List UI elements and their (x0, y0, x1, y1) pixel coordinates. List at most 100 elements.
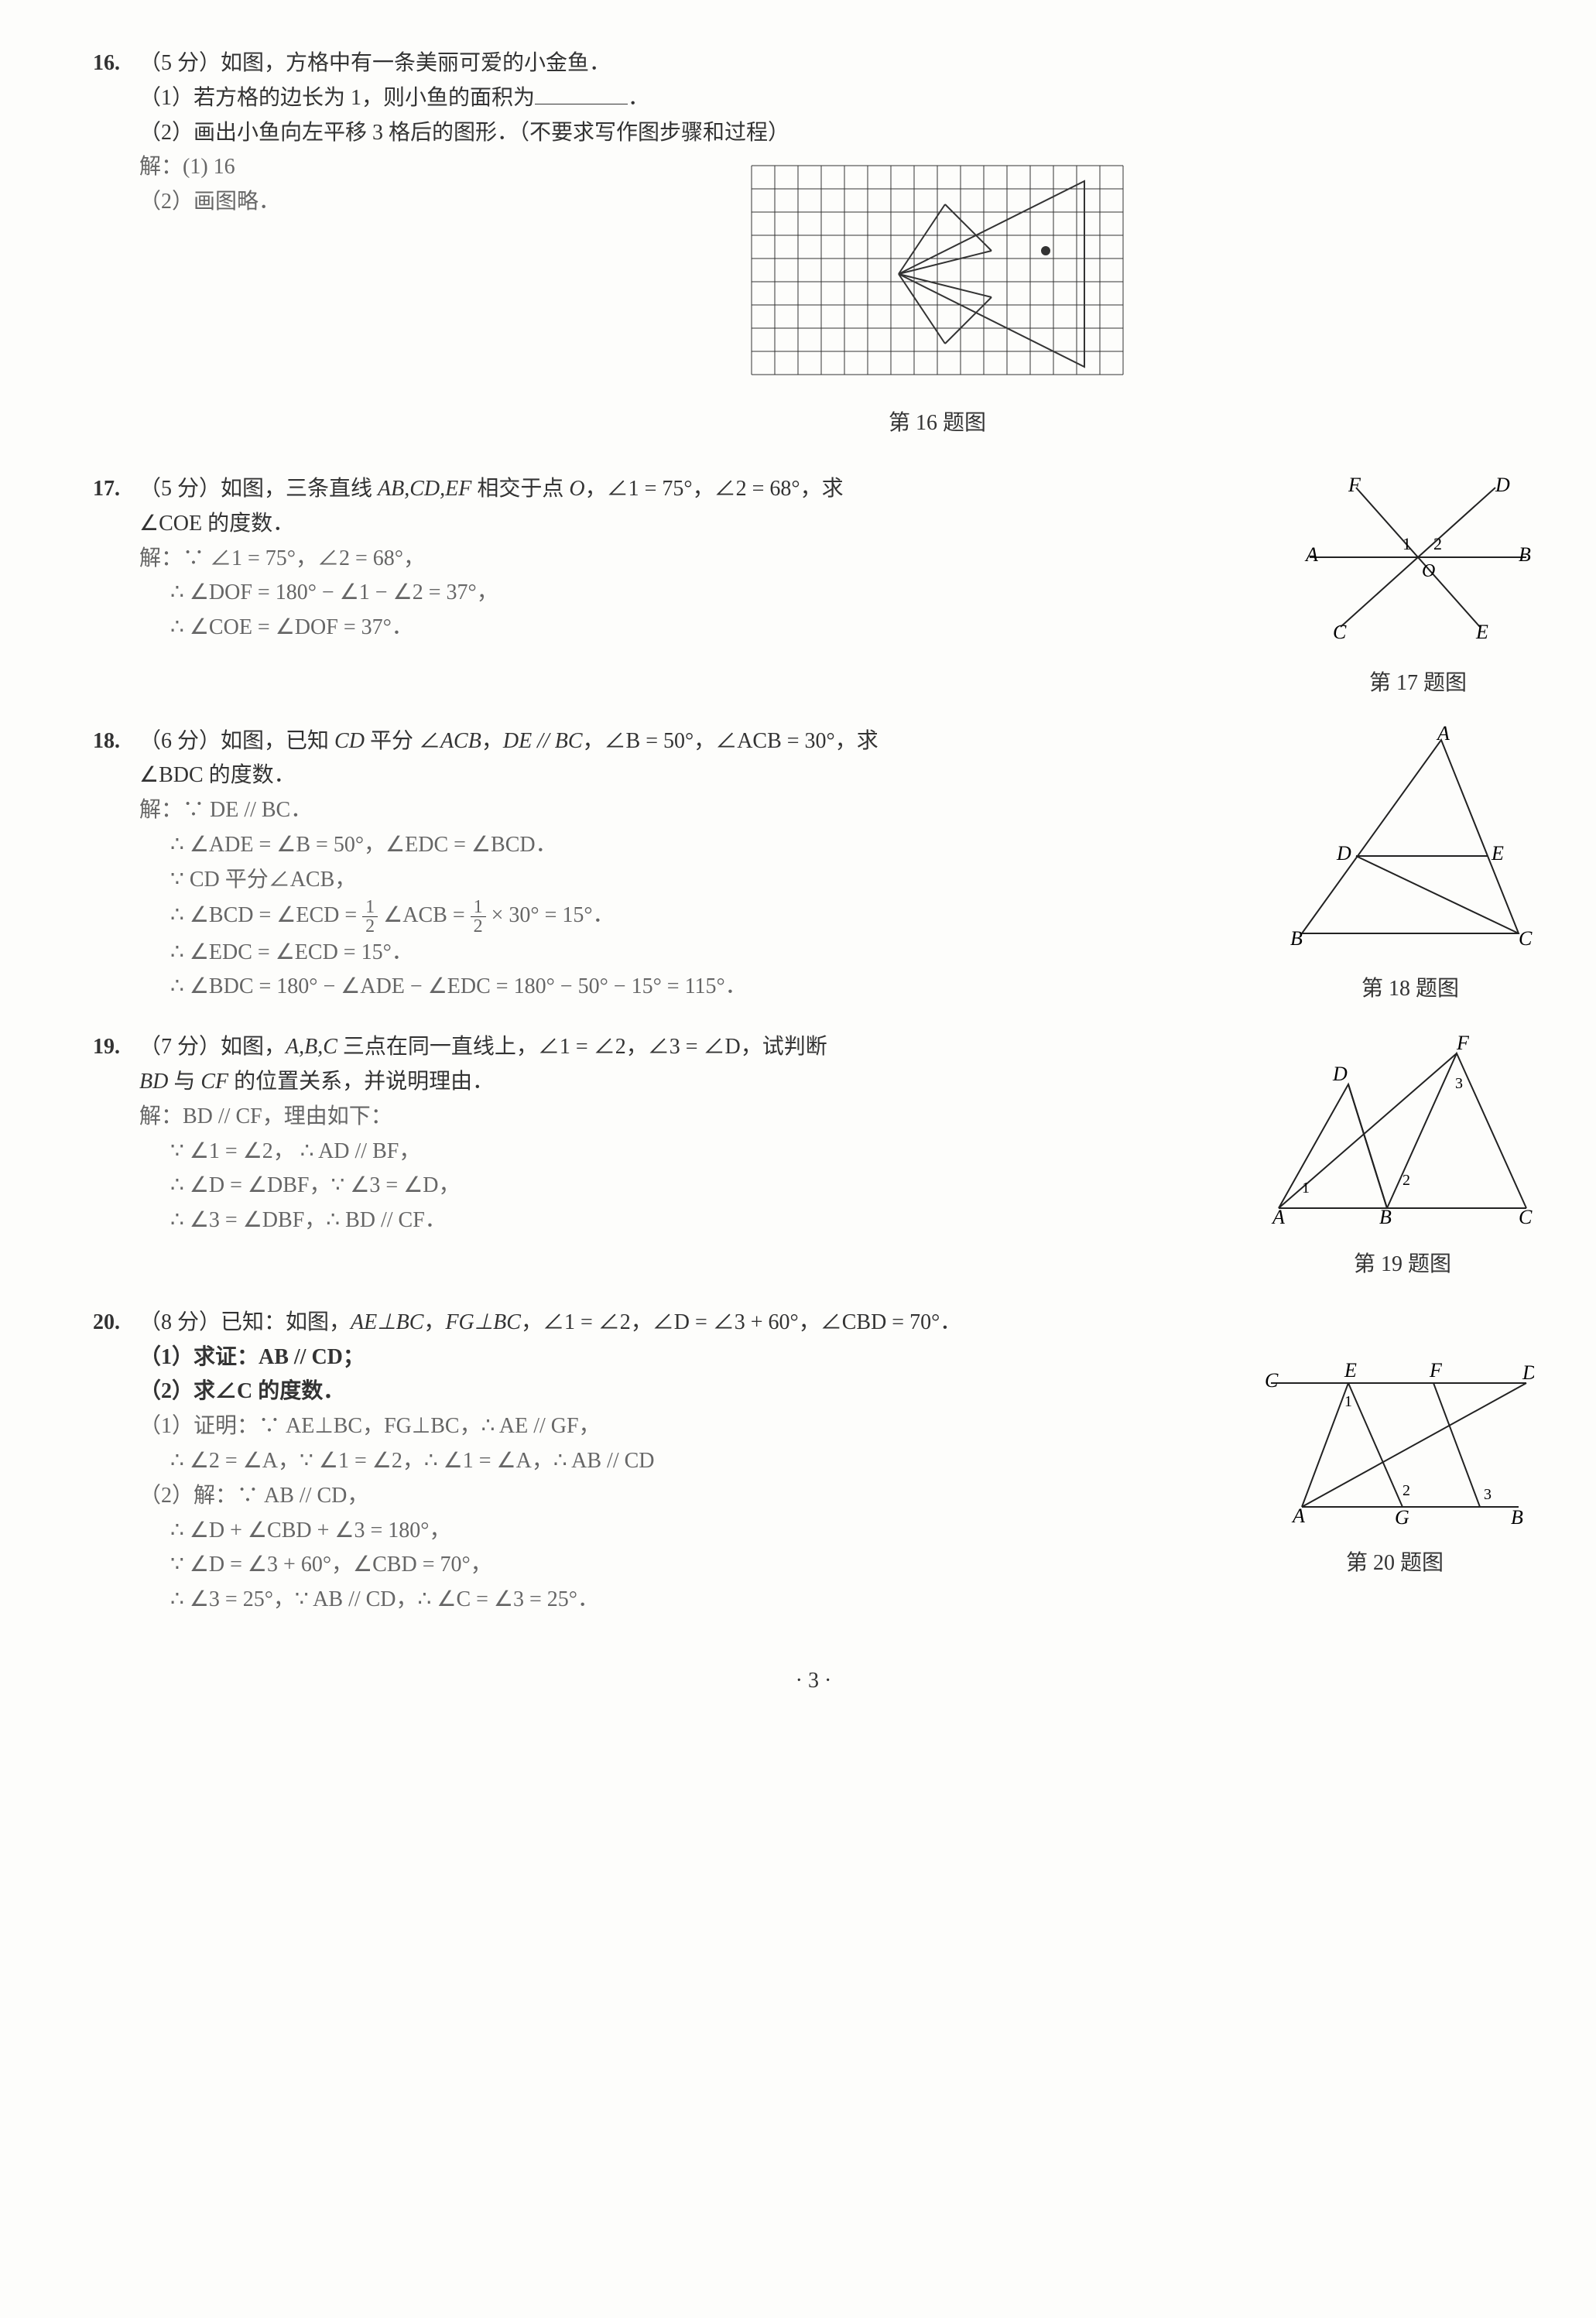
p16-body: （5 分）如图，方格中有一条美丽可爱的小金鱼． (139, 46, 1534, 81)
p18-number: 18. (93, 724, 139, 759)
p19-a2: 2 (1402, 1172, 1410, 1189)
p18-sol4a: ∴ ∠BCD = ∠ECD = (170, 902, 362, 926)
p20-se: ，∠1 = ∠2，∠D = ∠3 + 60°，∠CBD = 70°． (521, 1310, 961, 1334)
p20-A: A (1291, 1505, 1305, 1527)
p20-D: D (1522, 1361, 1534, 1384)
p18-header: 18. （6 分）如图，已知 CD 平分 ∠ACB，DE // BC，∠B = … (93, 724, 1271, 759)
problem-17: A B C D E F O 1 2 第 17 题图 17. （5 分）如图，三条… (93, 472, 1534, 701)
p17-caption: 第 17 题图 (1302, 666, 1534, 701)
p19-s2c: CF (200, 1070, 228, 1094)
p17-a2: 2 (1433, 534, 1442, 553)
p19-a3: 3 (1455, 1075, 1463, 1092)
p20-sa: 已知：如图， (221, 1310, 351, 1334)
p19-s2d: 的位置关系，并说明理由． (228, 1070, 494, 1094)
p17-a1: 1 (1402, 534, 1411, 553)
p18-sf: DE // BC (503, 729, 583, 753)
p16-number: 16. (93, 46, 139, 81)
p19-pts: （7 分） (139, 1035, 221, 1059)
p17-sb: AB,CD,EF (378, 477, 471, 501)
p19-A: A (1271, 1206, 1285, 1228)
p19-figure: A B C D F 1 2 3 第 19 题图 (1271, 1030, 1534, 1282)
p18-sa: 如图，已知 (221, 729, 334, 753)
p17-number: 17. (93, 472, 139, 507)
p20-G: G (1395, 1506, 1409, 1529)
p18-A: A (1436, 724, 1450, 745)
p17-body: （5 分）如图，三条直线 AB,CD,EF 相交于点 O，∠1 = 75°，∠2… (139, 472, 1286, 507)
p18-E: E (1491, 842, 1504, 865)
p16-caption: 第 16 题图 (341, 406, 1534, 441)
p18-figure: A B C D E 第 18 题图 (1286, 724, 1534, 1008)
p17-figure: A B C D E F O 1 2 第 17 题图 (1302, 472, 1534, 701)
p20-svg: C E F D A G B 1 2 3 (1255, 1352, 1534, 1530)
p18-svg: A B C D E (1286, 724, 1534, 957)
p19-C: C (1519, 1206, 1533, 1228)
p18-sb: CD (334, 729, 365, 753)
p17-F: F (1348, 474, 1361, 496)
p17-pts: （5 分） (139, 477, 221, 501)
p20-a1: 1 (1344, 1393, 1352, 1410)
p17-sd: O (569, 477, 584, 501)
p19-caption: 第 19 题图 (1271, 1248, 1534, 1282)
p20-sol6: ∴ ∠3 = 25°，∵ AB // CD，∴ ∠C = ∠3 = 25°． (170, 1583, 1534, 1618)
p17-B: B (1519, 543, 1531, 566)
p17-C: C (1333, 621, 1347, 643)
p20-number: 20. (93, 1306, 139, 1340)
p19-header: 19. （7 分）如图，A,B,C 三点在同一直线上，∠1 = ∠2，∠3 = … (93, 1030, 1255, 1065)
p19-D: D (1332, 1063, 1348, 1085)
p20-sb: AE⊥BC (351, 1310, 423, 1334)
p20-B: B (1511, 1506, 1523, 1529)
p19-s2b: 与 (168, 1070, 200, 1094)
p19-sa: 如图， (221, 1035, 286, 1059)
p17-E: E (1475, 621, 1488, 643)
problem-18: A B C D E 第 18 题图 18. （6 分）如图，已知 CD 平分 ∠… (93, 724, 1534, 1008)
p20-pts: （8 分） (139, 1310, 221, 1334)
p18-caption: 第 18 题图 (1286, 972, 1534, 1007)
p19-sc: 三点在同一直线上，∠1 = ∠2，∠3 = ∠D，试判断 (337, 1035, 827, 1059)
p17-svg: A B C D E F O 1 2 (1302, 472, 1534, 650)
p16-figure: 第 16 题图 (341, 158, 1534, 441)
p17-sa: 如图，三条直线 (221, 477, 378, 501)
p18-sc: 平分 ∠ (365, 729, 440, 753)
p20-header: 20. （8 分）已知：如图，AE⊥BC，FG⊥BC，∠1 = ∠2，∠D = … (93, 1306, 1240, 1340)
p18-sg: ，∠B = 50°，∠ACB = 30°，求 (583, 729, 878, 753)
p20-F: F (1429, 1359, 1443, 1382)
p18-B: B (1290, 927, 1303, 950)
problem-20: C E F D A G B 1 2 3 第 20 题图 20. （8 分）已知：… (93, 1306, 1534, 1618)
p18-C: C (1519, 927, 1533, 950)
p20-a3: 3 (1484, 1486, 1492, 1503)
p20-E: E (1344, 1359, 1357, 1382)
p16-part2: （2）画出小鱼向左平移 3 格后的图形．（不要求写作图步骤和过程） (139, 116, 1534, 151)
p20-figure: C E F D A G B 1 2 3 第 20 题图 (1255, 1352, 1534, 1581)
p16-sol1: 解：(1) 16 (139, 150, 341, 185)
p16-grid-svg (736, 158, 1139, 390)
p18-sol4b: ∠ACB = (378, 902, 470, 926)
p18-sol4c: × 30° = 15°． (486, 902, 615, 926)
p18-sd: ACB (440, 729, 481, 753)
p20-sc: ， (423, 1310, 445, 1334)
p20-body: （8 分）已知：如图，AE⊥BC，FG⊥BC，∠1 = ∠2，∠D = ∠3 +… (139, 1306, 1240, 1340)
p20-C: C (1265, 1369, 1279, 1392)
p17-A: A (1304, 543, 1318, 566)
p16-part1-row: （1）若方格的边长为 1，则小鱼的面积为 ． (139, 81, 1534, 116)
p18-body: （6 分）如图，已知 CD 平分 ∠ACB，DE // BC，∠B = 50°，… (139, 724, 1271, 759)
p17-se: ，∠1 = 75°，∠2 = 68°，求 (585, 477, 844, 501)
p18-se: ， (481, 729, 503, 753)
p16-header: 16. （5 分）如图，方格中有一条美丽可爱的小金鱼． (93, 46, 1534, 81)
p19-a1: 1 (1302, 1180, 1310, 1197)
p16-part1-end: ． (628, 86, 649, 110)
p17-O: O (1422, 561, 1435, 581)
p16-points: （5 分） (139, 51, 221, 75)
p19-number: 19. (93, 1030, 139, 1065)
p20-a2: 2 (1402, 1482, 1410, 1499)
p20-sd: FG⊥BC (445, 1310, 521, 1334)
p17-D: D (1495, 474, 1510, 496)
p19-s2a: BD (139, 1070, 168, 1094)
p16-part1: （1）若方格的边长为 1，则小鱼的面积为 (139, 86, 535, 110)
p19-body: （7 分）如图，A,B,C 三点在同一直线上，∠1 = ∠2，∠3 = ∠D，试… (139, 1030, 1255, 1065)
problem-16: 16. （5 分）如图，方格中有一条美丽可爱的小金鱼． （1）若方格的边长为 1… (93, 46, 1534, 449)
p18-D: D (1336, 842, 1351, 865)
p19-sb: A,B,C (286, 1035, 337, 1059)
p16-stem: 如图，方格中有一条美丽可爱的小金鱼． (221, 51, 611, 75)
p19-B: B (1379, 1206, 1392, 1228)
p18-pts: （6 分） (139, 729, 221, 753)
